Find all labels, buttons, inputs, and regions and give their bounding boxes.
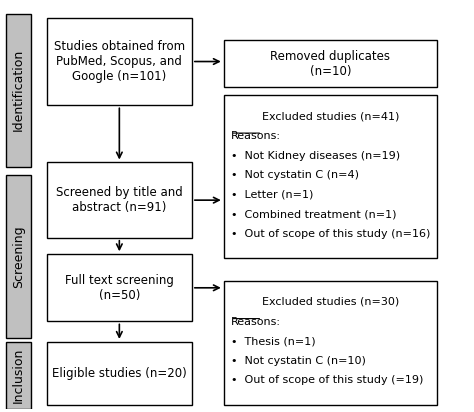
Text: Eligible studies (n=20): Eligible studies (n=20) [52,367,187,380]
FancyBboxPatch shape [6,175,31,338]
FancyBboxPatch shape [6,342,31,409]
Text: Full text screening
(n=50): Full text screening (n=50) [65,274,174,302]
Text: Screening: Screening [12,225,25,288]
Text: Inclusion: Inclusion [12,348,25,403]
FancyBboxPatch shape [47,18,192,105]
FancyBboxPatch shape [224,95,437,258]
Text: Excluded studies (n=30): Excluded studies (n=30) [262,297,399,307]
Text: Excluded studies (n=41): Excluded studies (n=41) [262,112,399,122]
FancyBboxPatch shape [47,342,192,405]
FancyBboxPatch shape [47,254,192,321]
Text: Reasons:: Reasons: [230,316,281,327]
Text: •  Not Kidney diseases (n=19): • Not Kidney diseases (n=19) [230,151,400,161]
Text: •  Out of scope of this study (=19): • Out of scope of this study (=19) [230,375,423,385]
FancyBboxPatch shape [224,281,437,405]
Text: Reasons:: Reasons: [230,131,281,141]
Text: Removed duplicates
(n=10): Removed duplicates (n=10) [270,49,390,77]
Text: •  Not cystatin C (n=4): • Not cystatin C (n=4) [230,170,358,180]
Text: •  Not cystatin C (n=10): • Not cystatin C (n=10) [230,356,365,366]
Text: •  Letter (n=1): • Letter (n=1) [230,190,313,200]
Text: •  Combined treatment (n=1): • Combined treatment (n=1) [230,209,396,219]
FancyBboxPatch shape [47,162,192,238]
Text: Studies obtained from
PubMed, Scopus, and
Google (n=101): Studies obtained from PubMed, Scopus, an… [54,40,185,83]
Text: •  Thesis (n=1): • Thesis (n=1) [230,336,315,346]
Text: Identification: Identification [12,49,25,131]
Text: Screened by title and
abstract (n=91): Screened by title and abstract (n=91) [56,186,182,214]
Text: •  Out of scope of this study (n=16): • Out of scope of this study (n=16) [230,229,430,239]
FancyBboxPatch shape [224,40,437,87]
FancyBboxPatch shape [6,14,31,166]
